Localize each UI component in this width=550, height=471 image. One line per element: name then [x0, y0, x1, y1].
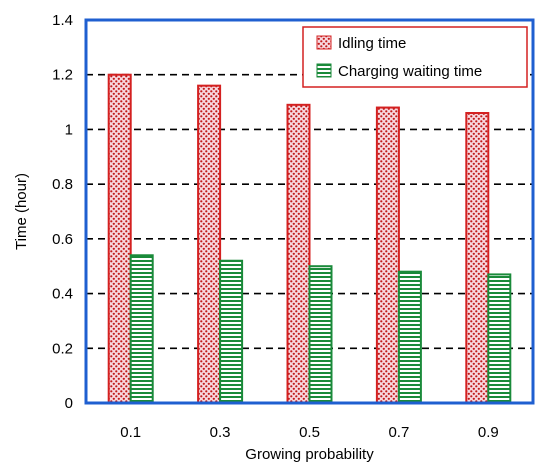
legend-label-idling-time: Idling time — [338, 35, 406, 52]
x-tick-label: 0.3 — [210, 424, 231, 441]
bar-charging-waiting-time — [487, 273, 512, 404]
bar-charging-waiting-time — [129, 254, 154, 404]
legend-swatch-charging-waiting-time — [316, 63, 332, 78]
x-tick-labels: 0.1 0.3 0.5 0.7 0.9 — [120, 424, 498, 441]
y-tick-labels: 0 0.2 0.4 0.6 0.8 1 1.2 1.4 — [52, 12, 73, 412]
bar-idling-time — [465, 112, 490, 404]
y-tick-label: 1.2 — [52, 67, 73, 84]
y-tick-label: 0 — [65, 395, 73, 412]
bars — [107, 73, 512, 405]
legend-box — [302, 26, 528, 88]
x-tick-label: 0.9 — [478, 424, 499, 441]
legend: Idling time Charging waiting time — [302, 26, 528, 88]
y-tick-label: 0.6 — [52, 231, 73, 248]
bar-idling-time — [286, 103, 311, 405]
bar-idling-time — [375, 106, 400, 405]
x-tick-label: 0.7 — [388, 424, 409, 441]
legend-swatch-idling-time — [316, 35, 332, 50]
y-tick-label: 0.4 — [52, 286, 73, 303]
y-tick-label: 0.8 — [52, 176, 73, 193]
plot-frame — [84, 18, 535, 405]
bar-charging-waiting-time — [308, 265, 333, 405]
y-tick-label: 1.4 — [52, 12, 73, 29]
x-axis-title: Growing probability — [245, 446, 374, 463]
y-tick-label: 0.2 — [52, 340, 73, 357]
x-tick-label: 0.5 — [299, 424, 320, 441]
bar-idling-time — [197, 84, 222, 405]
x-tick-label: 0.1 — [120, 424, 141, 441]
bar-charging-waiting-time — [397, 270, 422, 404]
bar-charging-waiting-time — [219, 259, 244, 404]
bar-idling-time — [107, 73, 132, 404]
y-axis-title: Time (hour) — [13, 173, 30, 250]
legend-label-charging-waiting-time: Charging waiting time — [338, 63, 482, 80]
y-tick-label: 1 — [65, 121, 73, 138]
